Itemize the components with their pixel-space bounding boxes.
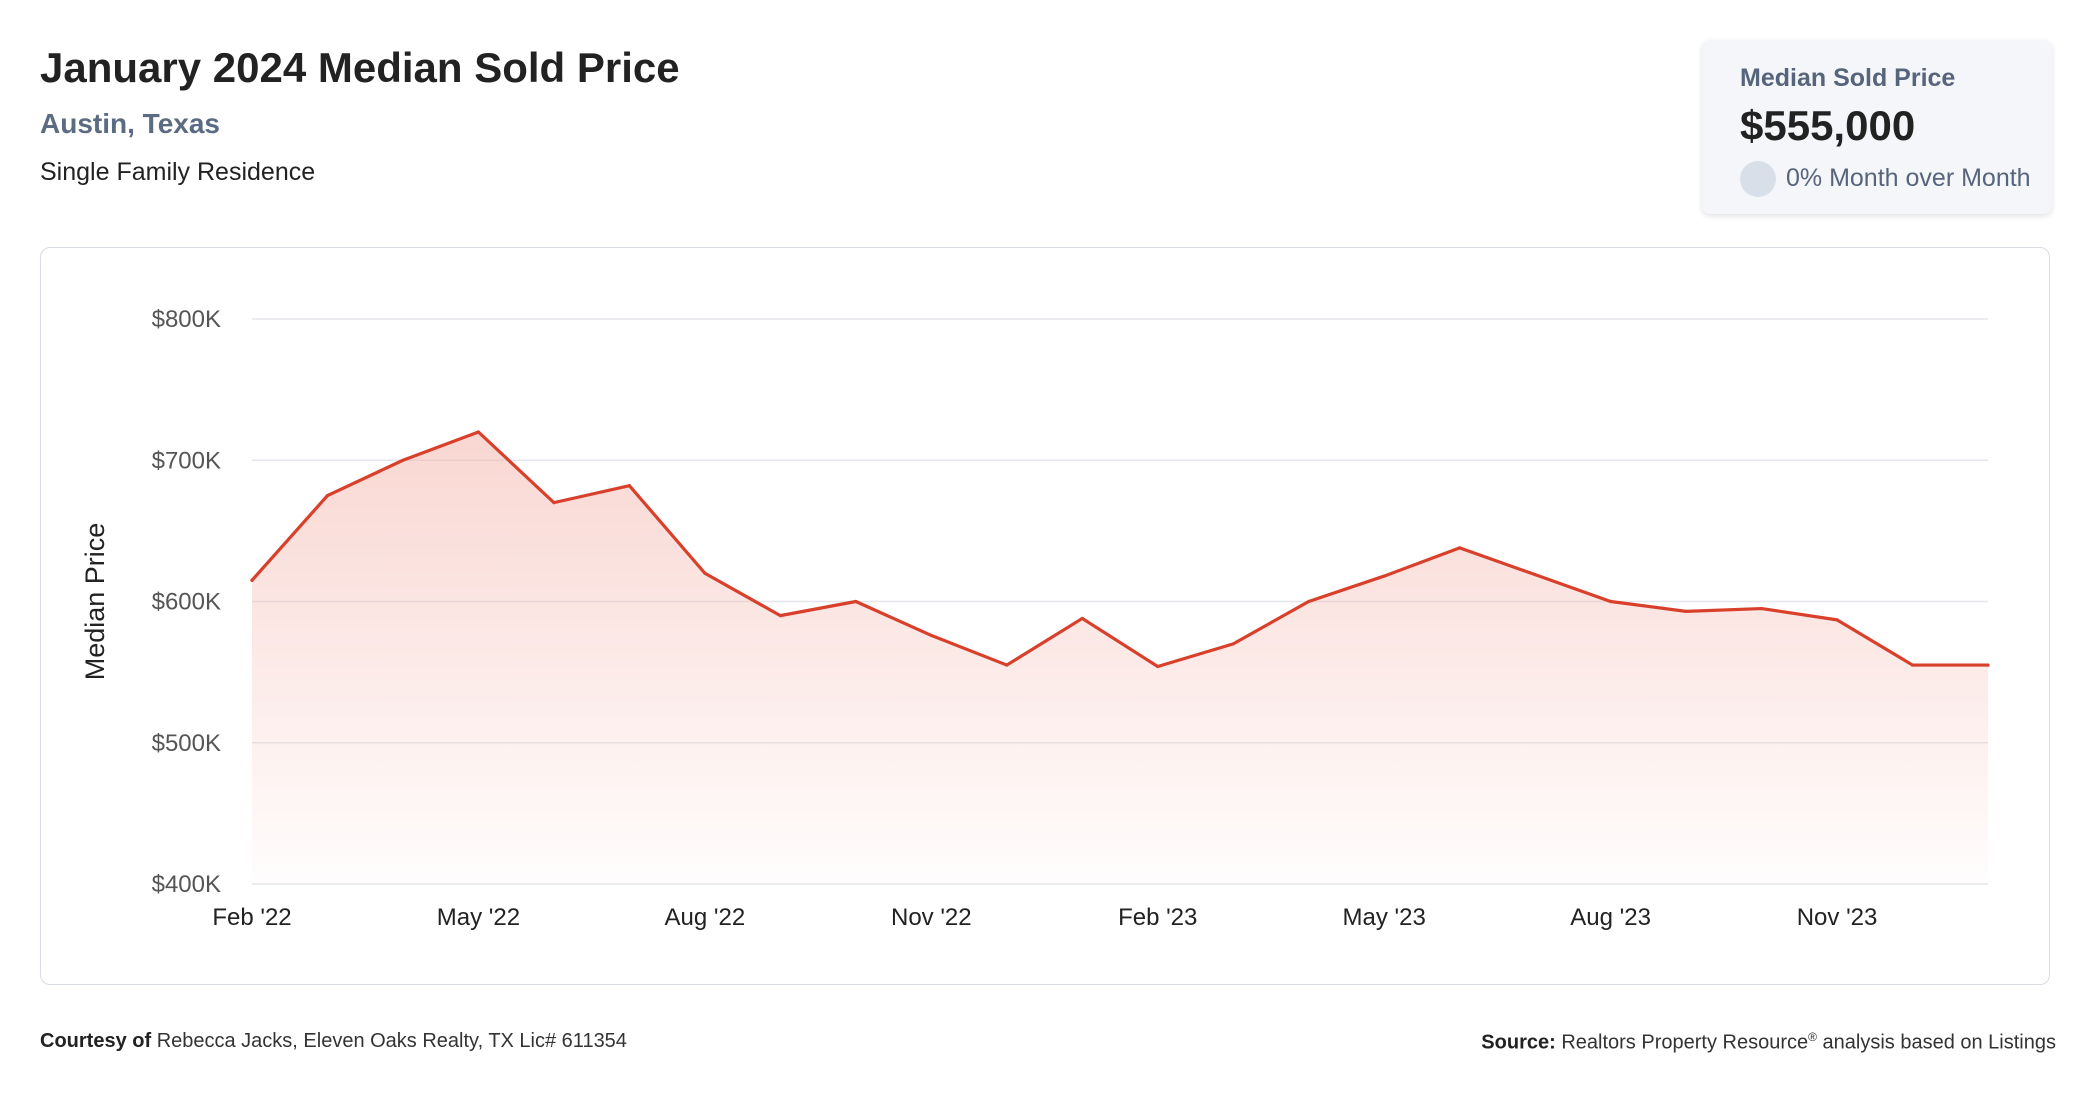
change-indicator-icon	[1740, 161, 1776, 197]
series-area-fill	[252, 432, 1988, 884]
median-price-chart: $800K $700K $600K $500K $400K Feb '22 May '22 A…	[80, 306, 1990, 931]
x-tick-label: Feb '22	[212, 904, 291, 931]
data-point	[1005, 663, 1009, 667]
courtesy-label: Courtesy of	[40, 1030, 152, 1052]
source-text: Realtors Property Resource	[1561, 1031, 1809, 1054]
data-point	[1759, 606, 1764, 611]
y-tick-label: $500K	[152, 730, 221, 757]
chart-container: $800K $700K $600K $500K $400K Feb '22 May '22 A…	[40, 247, 2050, 985]
source-footer: Source: Realtors Property Resource® anal…	[1481, 1030, 2056, 1055]
x-tick-label: May '22	[437, 904, 520, 931]
y-tick-label: $600K	[152, 589, 221, 616]
data-point	[1835, 618, 1839, 622]
source-text-suffix: analysis based on Listings	[1822, 1031, 2056, 1054]
y-tick-label: $700K	[152, 447, 221, 474]
courtesy-footer: Courtesy of Rebecca Jacks, Eleven Oaks R…	[40, 1030, 627, 1053]
x-tick-label: Nov '23	[1797, 904, 1878, 931]
data-point	[1458, 546, 1462, 550]
data-point	[1533, 573, 1537, 577]
data-point	[1080, 616, 1084, 621]
courtesy-text: Rebecca Jacks, Eleven Oaks Realty, TX Li…	[156, 1030, 627, 1052]
series-line	[250, 430, 1990, 669]
summary-card-value: $555,000	[1740, 102, 1916, 149]
source-label: Source:	[1481, 1031, 1556, 1054]
data-point	[1684, 609, 1688, 613]
data-point	[703, 571, 707, 575]
x-tick-label: Nov '22	[891, 904, 972, 931]
data-point	[401, 458, 405, 462]
page-title: January 2024 Median Sold Price	[40, 44, 680, 91]
data-point	[552, 501, 556, 505]
summary-card-change: 0% Month over Month	[1786, 164, 2031, 192]
y-axis-title: Median Price	[80, 523, 110, 681]
data-point	[627, 484, 631, 488]
data-point	[1986, 663, 1990, 667]
data-point	[1231, 642, 1235, 646]
x-tick-label: Feb '23	[1118, 904, 1197, 931]
y-tick-label: $400K	[152, 871, 221, 898]
data-point	[325, 493, 330, 498]
data-point	[929, 633, 933, 637]
data-point	[1609, 599, 1613, 604]
data-point	[778, 614, 782, 618]
data-point	[854, 599, 858, 604]
registered-mark: ®	[1808, 1030, 1817, 1044]
summary-card: Median Sold Price $555,000 0% Month over…	[1702, 40, 2052, 214]
data-point	[250, 578, 254, 582]
summary-card-label: Median Sold Price	[1740, 64, 1956, 92]
data-point	[1910, 663, 1915, 667]
x-tick-label: Aug '23	[1570, 904, 1651, 931]
property-type-label: Single Family Residence	[40, 158, 316, 186]
data-point	[476, 430, 481, 434]
x-tick-label: Aug '22	[665, 904, 746, 931]
y-tick-label: $800K	[152, 306, 221, 333]
data-point	[1382, 574, 1386, 578]
data-point	[1156, 664, 1160, 669]
x-tick-label: May '23	[1343, 904, 1426, 931]
location-label: Austin, Texas	[40, 108, 220, 139]
data-point	[1307, 599, 1311, 604]
